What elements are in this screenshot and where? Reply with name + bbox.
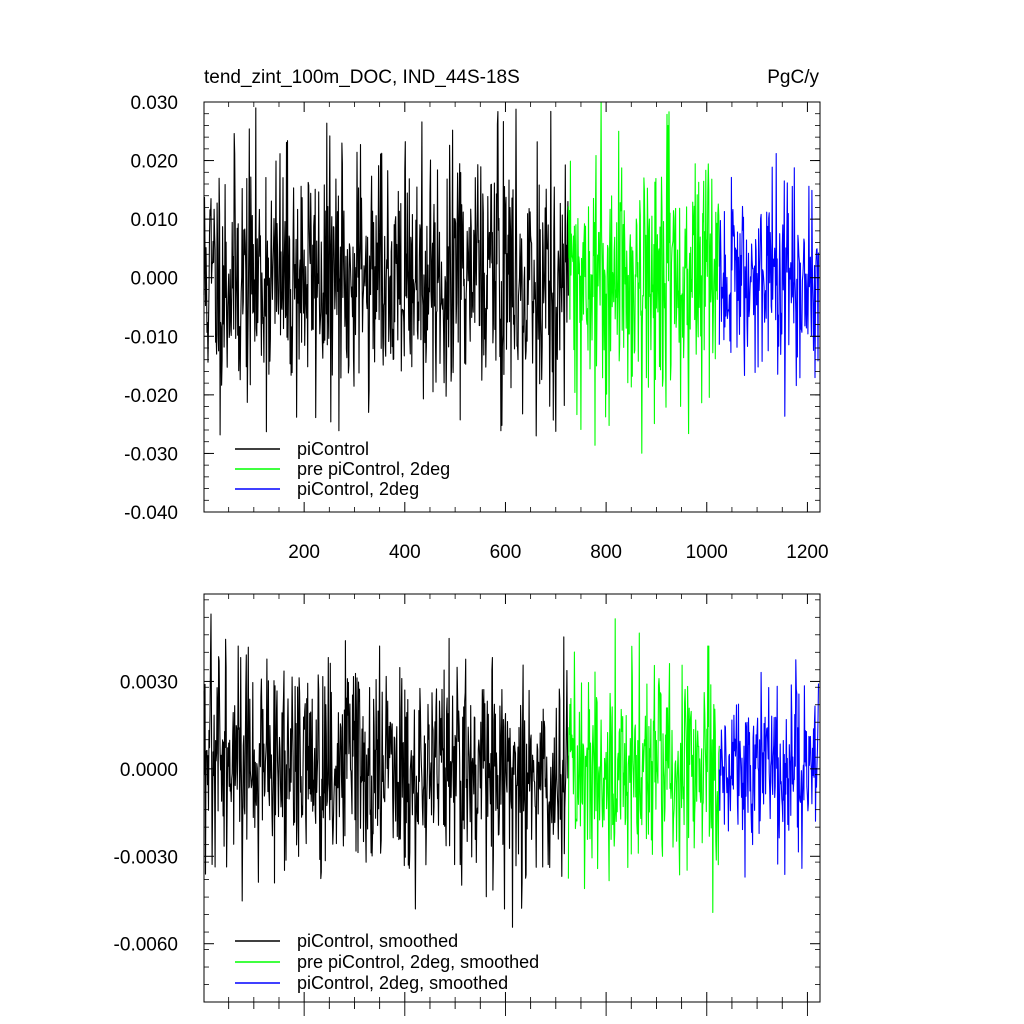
y-tick-label: -0.0060 xyxy=(114,935,178,956)
y-tick-label: -0.020 xyxy=(124,386,178,407)
chart-title: tend_zint_100m_DOC, IND_44S-18S xyxy=(204,67,520,88)
x-tick-label: 200 xyxy=(288,542,320,563)
y-tick-label: -0.0030 xyxy=(114,847,178,868)
axis-layer: -0.040 -0.030 -0.020 -0.010 0.000 0.010 0.020 0… xyxy=(124,93,828,563)
plot-frame xyxy=(203,593,821,1003)
y-tick-label: 0.000 xyxy=(130,269,178,290)
series-layer xyxy=(203,613,820,928)
series-line-3 xyxy=(718,659,820,878)
legend-label-1: piControl xyxy=(297,439,369,459)
series-line-1 xyxy=(203,613,569,928)
axis-layer: -0.0060 -0.0030 0.0000 0.0030 xyxy=(114,594,820,1016)
x-tick-label: 400 xyxy=(389,542,421,563)
series-line-1 xyxy=(203,107,569,437)
series-line-2 xyxy=(567,101,720,454)
top-panel: tend_zint_100m_DOC, IND_44S-18S PgC/y -0… xyxy=(124,67,828,563)
legend-label-3: piControl, 2deg xyxy=(297,479,419,499)
y-tick-label: 0.0000 xyxy=(120,760,178,781)
y-tick-label: 0.010 xyxy=(130,210,178,231)
plot-frame xyxy=(203,101,821,513)
series-line-2 xyxy=(567,618,720,914)
y-tick-label: 0.030 xyxy=(130,93,178,114)
legend-label-1: piControl, smoothed xyxy=(297,931,458,951)
series-line-3 xyxy=(718,152,820,417)
bottom-panel: -0.0060 -0.0030 0.0000 0.0030 piControl, sm… xyxy=(114,593,821,1016)
legend-label-3: piControl, 2deg, smoothed xyxy=(297,973,508,993)
y-tick-label: 0.0030 xyxy=(120,672,178,693)
series-layer xyxy=(203,101,820,454)
x-tick-label: 800 xyxy=(590,542,622,563)
legend-label-2: pre piControl, 2deg xyxy=(297,459,450,479)
units-label: PgC/y xyxy=(767,67,819,88)
x-tick-label: 600 xyxy=(490,542,522,563)
x-tick-label: 1000 xyxy=(686,542,728,563)
y-tick-label: -0.010 xyxy=(124,327,178,348)
legend-label-2: pre piControl, 2deg, smoothed xyxy=(297,952,539,972)
y-tick-label: 0.020 xyxy=(130,152,178,173)
x-tick-label: 1200 xyxy=(786,542,828,563)
y-tick-label: -0.030 xyxy=(124,444,178,465)
y-tick-label: -0.040 xyxy=(124,503,178,524)
